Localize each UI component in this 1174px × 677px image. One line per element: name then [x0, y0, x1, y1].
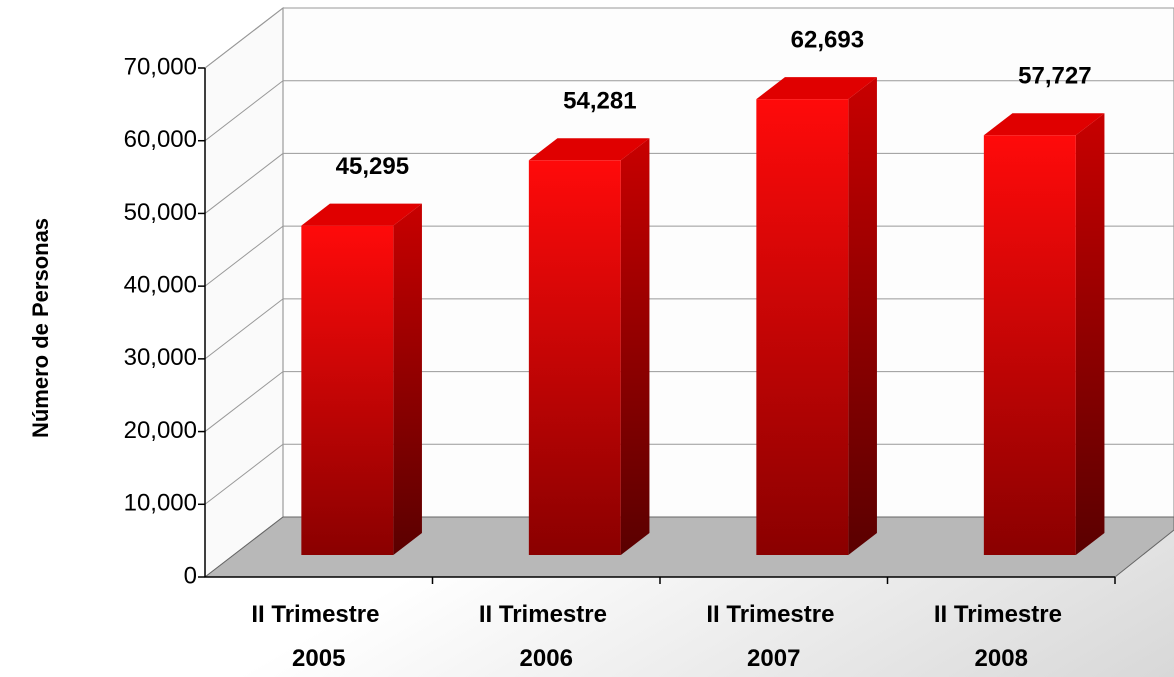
- grid-line: [204, 225, 1174, 287]
- y-tick-label: 10,000: [124, 490, 197, 517]
- x-tick-label-line: II Trimestre: [251, 601, 386, 628]
- y-tick-label: 0: [184, 562, 197, 589]
- y-tick-label: 20,000: [124, 417, 197, 444]
- x-tick-label: II Trimestre 2008: [934, 601, 1069, 672]
- bar-group: [528, 138, 650, 555]
- grid-line: [204, 371, 1174, 432]
- grid-line: [204, 152, 1174, 214]
- bar-top: [756, 77, 877, 100]
- bar-side: [620, 138, 650, 555]
- value-label: 62,693: [791, 26, 864, 53]
- x-tick-label: II Trimestre 2007: [706, 601, 841, 672]
- x-tick-label-line: 2005: [292, 645, 345, 672]
- bar-group: [983, 113, 1105, 555]
- value-label: 54,281: [563, 88, 636, 115]
- bar: [756, 99, 849, 556]
- bar: [528, 160, 621, 555]
- bar-side: [1075, 113, 1105, 555]
- grid-line: [204, 443, 1174, 505]
- x-tick-label-line: II Trimestre: [479, 601, 614, 628]
- bar-side: [848, 77, 877, 556]
- bar-top: [528, 138, 650, 161]
- left-wall: [204, 6, 284, 579]
- grid-line: [204, 298, 1174, 360]
- bar-group: [301, 203, 422, 556]
- y-axis-label: Número de Personas: [28, 218, 53, 438]
- x-tick-label-line: II Trimestre: [934, 601, 1069, 628]
- bar: [983, 135, 1076, 555]
- bar-top: [301, 203, 422, 226]
- x-tick-label-line: II Trimestre: [706, 601, 841, 628]
- y-tick-label: 70,000: [124, 53, 197, 80]
- bar-top: [983, 113, 1105, 136]
- x-tick-label-line: 2006: [520, 645, 573, 672]
- value-label: 45,295: [336, 153, 409, 180]
- y-tick-label: 40,000: [124, 271, 197, 298]
- y-tick-label: 60,000: [124, 126, 197, 153]
- x-tick-label: II Trimestre 2005: [251, 601, 386, 672]
- bar-group: [756, 77, 877, 556]
- y-tick-label: 30,000: [124, 344, 197, 371]
- value-label: 57,727: [1018, 63, 1091, 90]
- grid-line: [204, 80, 1174, 142]
- grid-line: [204, 7, 1174, 69]
- y-tick-label: 50,000: [124, 199, 197, 226]
- x-tick-label-line: 2007: [747, 645, 800, 672]
- bar: [301, 225, 394, 556]
- x-tick-label: II Trimestre 2006: [479, 601, 614, 672]
- x-tick-label-line: 2008: [975, 645, 1028, 672]
- bar-side: [393, 203, 422, 556]
